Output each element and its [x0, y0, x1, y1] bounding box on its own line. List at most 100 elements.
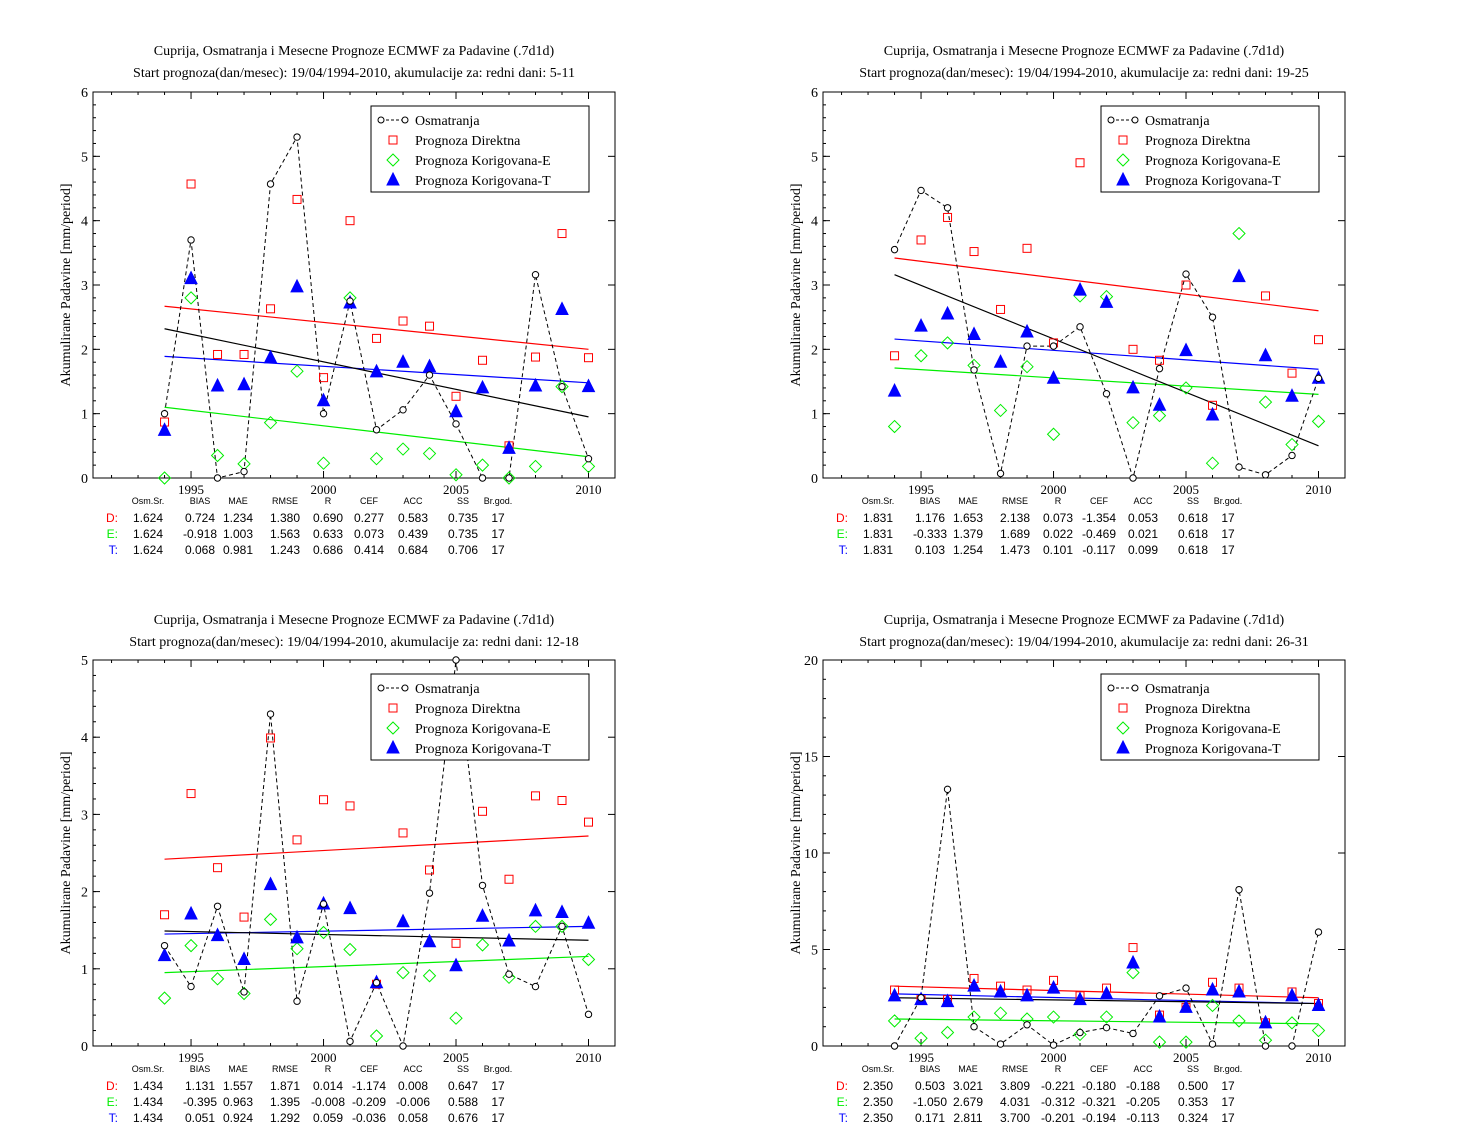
point-corr-e — [1258, 395, 1273, 409]
point-corr-t — [887, 383, 902, 397]
point-obs — [1235, 885, 1243, 894]
trend-line-corrT — [894, 338, 1319, 370]
point-obs — [1288, 1042, 1296, 1050]
stats-cell: 0.735 — [448, 527, 478, 541]
legend-corr-e-marker — [1116, 153, 1130, 167]
point-corr-e — [914, 349, 928, 363]
stats-row-label: D: — [106, 511, 118, 525]
point-direct — [584, 353, 594, 363]
point-corr-t — [1126, 379, 1140, 394]
stats-header-cell: MAE — [228, 1064, 248, 1074]
point-obs — [293, 133, 301, 141]
point-obs — [584, 1010, 593, 1019]
stats-cell: 2.350 — [863, 1079, 893, 1093]
stats-table: Osm.Sr. BIAS MAE RMSE R CEF ACC SS Br.god. D: 1.43… — [106, 1064, 512, 1125]
y-tick-label: 0 — [81, 1040, 88, 1055]
stats-header-cell: CEF — [1090, 496, 1109, 506]
stats-cell: -0.469 — [1082, 527, 1116, 541]
legend-label-direct: Prognoza Direktna — [415, 702, 521, 717]
point-corr-t — [1152, 397, 1167, 411]
point-obs — [452, 656, 460, 664]
point-obs — [1235, 463, 1243, 471]
stats-cell: -0.036 — [352, 1111, 386, 1125]
stats-cell: 17 — [491, 543, 505, 557]
stats-cell: 0.439 — [398, 527, 428, 541]
stats-cell: 1.624 — [133, 527, 163, 541]
chart-subtitle: Start prognoza(dan/mesec): 19/04/1994-20… — [859, 66, 1308, 81]
legend-obs-marker — [377, 684, 385, 692]
point-corr-e — [967, 1010, 981, 1024]
legend-label-direct: Prognoza Direktna — [1145, 134, 1251, 149]
stats-cell: 0.324 — [1178, 1111, 1208, 1125]
y-tick-label: 1 — [81, 408, 88, 423]
stats-cell: 0.706 — [448, 543, 478, 557]
stats-row-label: T: — [109, 543, 118, 557]
chart-panel-2: Cuprija, Osmatranja i Mesecne Prognoze E… — [789, 44, 1346, 557]
point-corr-t — [1099, 985, 1114, 1000]
legend-label-direct: Prognoza Direktna — [1145, 702, 1251, 717]
point-corr-e — [1311, 1023, 1326, 1038]
point-direct — [213, 349, 223, 359]
y-tick-label: 2 — [81, 886, 88, 901]
chart-title: Cuprija, Osmatranja i Mesecne Prognoze E… — [154, 44, 555, 59]
point-corr-t — [449, 957, 463, 972]
point-corr-t — [1285, 388, 1299, 402]
point-obs — [293, 997, 301, 1005]
stats-header-cell: CEF — [360, 1064, 379, 1074]
stats-cell: 3.809 — [1000, 1079, 1030, 1093]
point-obs — [1261, 471, 1270, 479]
stats-cell: -1.174 — [352, 1079, 386, 1093]
legend: Osmatranja Prognoza Direktna Prognoza Kori… — [370, 105, 590, 193]
legend-label-corrT: Prognoza Korigovana-T — [1145, 174, 1281, 189]
point-direct — [1314, 335, 1324, 345]
point-corr-t — [528, 377, 543, 392]
point-corr-t — [316, 392, 331, 407]
chart-panel-4: Cuprija, Osmatranja i Mesecne Prognoze E… — [789, 613, 1346, 1125]
trend-line-corrE — [894, 367, 1319, 395]
x-tick-label: 1995 — [908, 482, 934, 497]
legend-obs-marker — [1131, 684, 1139, 692]
point-corr-e — [1152, 1035, 1167, 1049]
point-obs — [452, 420, 460, 428]
point-direct — [451, 391, 461, 401]
y-tick-label: 3 — [811, 279, 818, 294]
stats-cell: 17 — [491, 527, 505, 541]
legend-label-corrE: Prognoza Korigovana-E — [1145, 722, 1281, 737]
point-corr-e — [502, 970, 516, 984]
stats-cell: 0.099 — [1128, 543, 1158, 557]
x-tick-label: 2005 — [1173, 1050, 1199, 1065]
stats-cell: 0.633 — [313, 527, 343, 541]
stats-cell: 17 — [491, 511, 505, 525]
point-corr-e — [369, 1029, 384, 1043]
point-corr-e — [184, 291, 198, 305]
stats-row-label: E: — [107, 1095, 118, 1109]
point-corr-e — [502, 471, 516, 485]
point-obs — [1155, 364, 1164, 373]
stats-row-label: E: — [837, 527, 848, 541]
stats-header-cell: MAE — [958, 1064, 978, 1074]
legend-obs-marker — [1107, 684, 1115, 692]
stats-cell: 1.831 — [863, 511, 893, 525]
point-direct — [531, 352, 541, 362]
legend-label-direct: Prognoza Direktna — [415, 134, 521, 149]
point-corr-e — [940, 336, 955, 350]
point-direct — [266, 304, 276, 314]
point-direct — [186, 789, 196, 799]
legend-label-corrT: Prognoza Korigovana-T — [415, 174, 551, 189]
point-direct — [292, 194, 302, 204]
chart-subtitle: Start prognoza(dan/mesec): 19/04/1994-20… — [133, 66, 575, 81]
point-direct — [584, 817, 594, 827]
point-corr-e — [993, 403, 1008, 418]
point-obs — [1182, 270, 1190, 278]
point-corr-e — [1285, 1016, 1299, 1030]
legend-obs-marker — [1107, 116, 1115, 124]
point-obs — [1049, 342, 1058, 350]
stats-cell: -0.321 — [1082, 1095, 1116, 1109]
stats-cell: -0.209 — [352, 1095, 386, 1109]
legend-label-obs: Osmatranja — [415, 114, 480, 129]
x-tick-label: 2010 — [576, 482, 602, 497]
stats-cell: -0.117 — [1082, 543, 1115, 557]
x-tick-label: 1995 — [178, 1050, 204, 1065]
point-corr-t — [555, 904, 569, 918]
stats-header-cell: Br.god. — [1214, 1064, 1243, 1074]
